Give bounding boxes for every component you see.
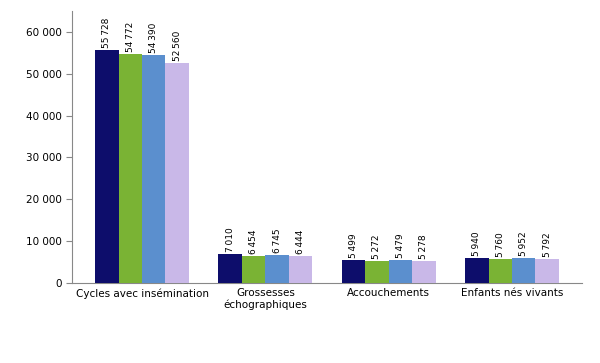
Text: 5 952: 5 952	[519, 232, 528, 256]
Bar	[142, 55, 166, 283]
Bar	[488, 259, 512, 283]
Bar	[535, 259, 559, 283]
Text: 5 272: 5 272	[373, 234, 382, 259]
Text: 54 772: 54 772	[126, 21, 135, 52]
Text: 5 278: 5 278	[419, 234, 428, 259]
Bar	[342, 260, 365, 283]
Bar	[289, 256, 312, 283]
Bar	[412, 261, 436, 283]
Bar	[512, 258, 535, 283]
Bar	[265, 255, 289, 283]
Text: 7 010: 7 010	[226, 227, 235, 252]
Text: 55 728: 55 728	[103, 17, 112, 48]
Text: 54 390: 54 390	[149, 23, 158, 53]
Text: 52 560: 52 560	[173, 30, 182, 61]
Bar	[389, 260, 412, 283]
Bar	[95, 50, 119, 283]
Text: 5 479: 5 479	[396, 233, 405, 258]
Text: 6 454: 6 454	[249, 229, 258, 254]
Text: 5 499: 5 499	[349, 233, 358, 258]
Text: 5 940: 5 940	[472, 232, 481, 256]
Text: 6 745: 6 745	[272, 228, 281, 253]
Bar	[218, 254, 242, 283]
Bar	[166, 63, 189, 283]
Bar	[465, 258, 488, 283]
Text: 5 792: 5 792	[542, 232, 551, 257]
Text: 6 444: 6 444	[296, 230, 305, 254]
Text: 5 760: 5 760	[496, 232, 505, 257]
Bar	[119, 54, 142, 283]
Bar	[242, 256, 265, 283]
Bar	[365, 261, 389, 283]
